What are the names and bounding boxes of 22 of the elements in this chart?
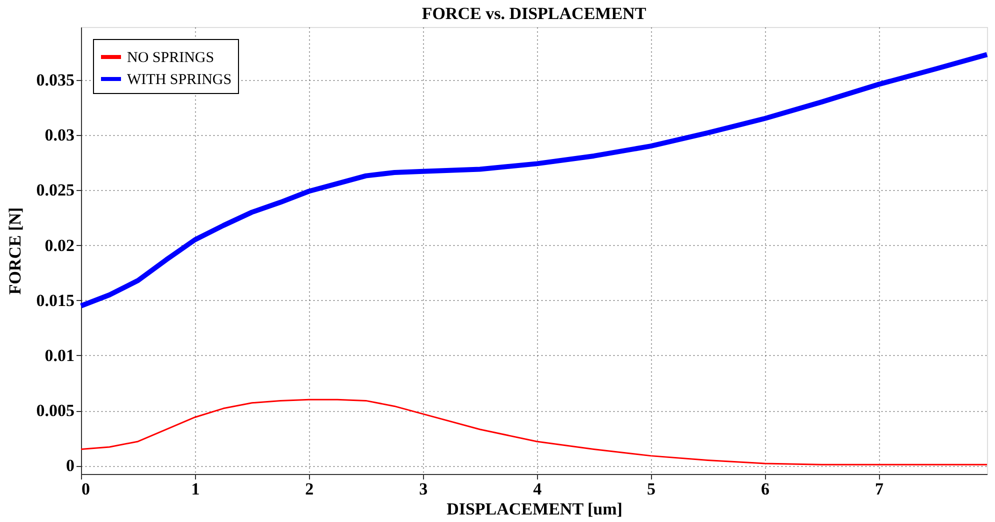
y-tick-label: 0.02: [44, 236, 74, 255]
y-tick-label: 0.025: [36, 180, 74, 200]
y-tick-label: 0.035: [36, 70, 74, 90]
legend-label: WITH SPRINGS: [127, 72, 232, 88]
x-tick-label: 4: [533, 480, 542, 498]
x-tick-label: 6: [761, 480, 770, 498]
y-tick-label: 0.015: [36, 290, 74, 310]
x-tick-label: 1: [191, 480, 200, 498]
x-tick-label: 3: [419, 480, 428, 498]
y-tick-label: 0.03: [44, 126, 74, 145]
x-tick-label: 0: [82, 480, 90, 498]
y-tick-label: 0.01: [44, 346, 74, 365]
chart-title: FORCE vs. DISPLACEMENT: [422, 4, 647, 23]
y-tick-label: 0.005: [36, 401, 74, 420]
x-axis-title: DISPLACEMENT [um]: [446, 500, 622, 518]
x-tick-label: 5: [647, 480, 656, 498]
x-tick-label: 2: [305, 480, 314, 498]
y-tick-label: 0: [66, 456, 74, 476]
legend-label: NO SPRINGS: [127, 50, 214, 66]
line-series: [80, 398, 988, 466]
y-axis-title: FORCE [N]: [5, 207, 24, 295]
x-tick-label: 7: [874, 480, 884, 498]
